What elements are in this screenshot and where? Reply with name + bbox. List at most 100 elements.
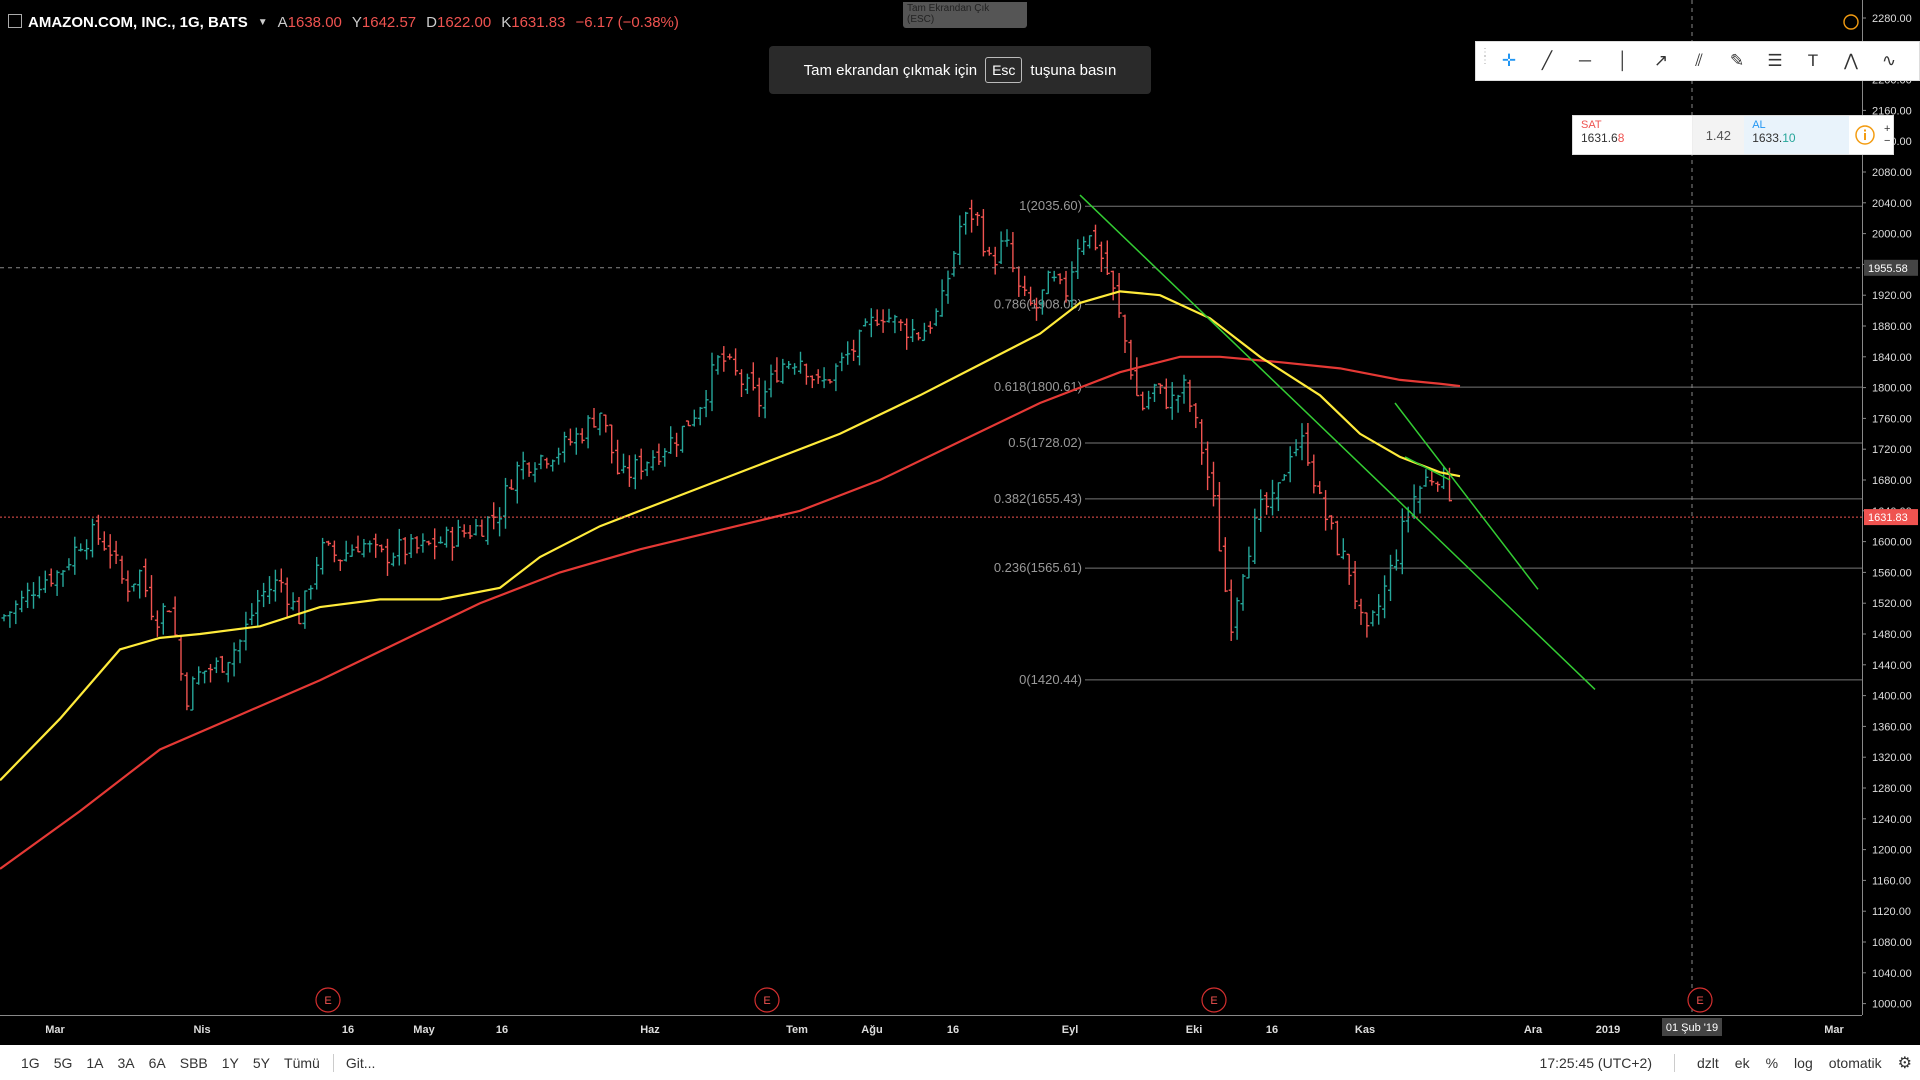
ohlc-bar <box>219 655 225 673</box>
earnings-marker <box>315 987 341 1013</box>
minus-icon[interactable]: − <box>1884 135 1891 147</box>
range-button[interactable]: 1Y <box>221 1054 239 1071</box>
symbol-title[interactable]: AMAZON.COM, INC., 1G, BATS <box>28 14 248 31</box>
ohlc-bar <box>42 570 48 593</box>
ohlc-bar <box>567 428 573 446</box>
buy-button[interactable]: AL 1633.10 <box>1744 116 1850 154</box>
price-tick-label: 1800.00 <box>1872 383 1912 395</box>
brush-icon[interactable]: ✎ <box>1729 51 1745 70</box>
price-tick-label: 1600.00 <box>1872 537 1912 549</box>
range-button[interactable]: 5G <box>53 1054 73 1071</box>
ohlc-bar <box>774 357 780 383</box>
ohlc-bar <box>709 352 715 412</box>
range-button[interactable]: 3A <box>117 1054 135 1071</box>
ohlc-bar <box>1287 446 1293 483</box>
ohlc-bar <box>1246 546 1252 579</box>
exit-fullscreen-hint[interactable]: Tam Ekrandan Çık (ESC) <box>903 2 1027 28</box>
low-value: 1622.00 <box>436 14 492 31</box>
ohlc-bar <box>302 590 308 629</box>
scale-option[interactable]: dzlt <box>1697 1054 1719 1071</box>
ohlc-bar <box>898 319 904 331</box>
range-button[interactable]: Tümü <box>284 1054 320 1071</box>
ohlc-bar <box>396 528 402 566</box>
ohlc-bar <box>780 358 786 384</box>
ohlc-bar <box>272 569 278 602</box>
range-button[interactable]: 5Y <box>252 1054 271 1071</box>
ohlc-bar <box>650 450 656 471</box>
chevron-down-icon[interactable]: ▼ <box>257 17 268 28</box>
ohlc-bar <box>969 199 975 233</box>
ohlc-bar <box>1228 579 1234 641</box>
price-tick-label: 1160.00 <box>1872 875 1911 887</box>
ohlc-bar <box>255 589 261 626</box>
ohlc-bar <box>668 426 674 454</box>
range-button[interactable]: 6A <box>148 1054 166 1071</box>
plus-icon[interactable]: + <box>1884 123 1891 135</box>
ray-icon[interactable]: ↗ <box>1653 51 1669 70</box>
ohlc-bar <box>66 558 72 571</box>
ohlc-bar <box>556 447 562 465</box>
ohlc-bar <box>615 439 621 475</box>
trend-line-icon[interactable]: ╱ <box>1541 51 1553 70</box>
vertical-line-icon[interactable]: │ <box>1617 51 1629 70</box>
ohlc-bar <box>231 642 237 677</box>
pattern-icon[interactable]: ⋀ <box>1844 51 1858 70</box>
ohlc-bar <box>1087 235 1093 249</box>
scale-option[interactable]: ek <box>1734 1054 1750 1071</box>
ohlc-bar <box>1270 479 1275 516</box>
ohlc-bar <box>691 409 697 427</box>
ohlc-bar <box>337 559 343 571</box>
earnings-marker-label: E <box>1210 995 1217 1007</box>
ohlc-bar <box>149 575 154 621</box>
ohlc-bar <box>638 448 644 480</box>
elliott-wave-icon[interactable]: ∿ <box>1881 51 1897 70</box>
scale-option[interactable]: otomatik <box>1828 1054 1882 1071</box>
ohlc-bar <box>957 215 963 265</box>
ohlc-bar <box>609 424 615 464</box>
earnings-marker-label: E <box>763 995 770 1007</box>
ohlc-bar <box>284 577 290 619</box>
range-button[interactable]: 1A <box>86 1054 104 1071</box>
ohlc-bar <box>355 535 361 553</box>
ohlc-bar <box>491 502 497 530</box>
time-tick-label: Nis <box>193 1024 210 1036</box>
fib-level-label: 0(1420.44) <box>1019 672 1082 687</box>
drag-handle-icon[interactable]: ⋮ ⋮ <box>1480 47 1490 66</box>
ohlc-bar <box>19 590 25 613</box>
last-price-badge <box>1864 509 1918 526</box>
fullscreen-toast: Tam ekrandan çıkmak için Esc tuşuna bası… <box>769 46 1151 94</box>
ohlc-bar <box>573 427 579 455</box>
ohlc-bar <box>479 519 485 537</box>
scale-option[interactable]: % <box>1765 1054 1779 1071</box>
crosshair-icon[interactable]: ✛ <box>1501 51 1517 70</box>
ohlc-bar <box>25 582 31 609</box>
info-icon[interactable] <box>1849 116 1881 154</box>
ohlc-bar <box>1004 229 1010 247</box>
text-icon[interactable]: T <box>1807 51 1819 70</box>
exit-fullscreen-line2: (ESC) <box>907 14 935 25</box>
ohlc-bar <box>1175 394 1181 413</box>
sell-button[interactable]: SAT 1631.68 <box>1573 116 1693 154</box>
horizontal-line-icon[interactable]: ─ <box>1578 51 1592 70</box>
parallel-channel-icon[interactable]: ⫽ <box>1695 51 1703 70</box>
ohlc-bar <box>166 610 172 613</box>
gear-icon[interactable]: ⚙ <box>1897 1054 1912 1072</box>
fib-retracement-icon[interactable]: ☰ <box>1767 51 1783 70</box>
range-button[interactable]: 1G <box>21 1054 40 1071</box>
ohlc-bar <box>1423 469 1429 487</box>
ohlc-bar <box>921 322 927 342</box>
price-tick-label: 1720.00 <box>1872 444 1912 456</box>
ohlc-bar <box>54 570 60 596</box>
scale-option[interactable]: log <box>1794 1054 1813 1071</box>
ohlc-bar <box>373 533 379 558</box>
fib-level-label: 0.5(1728.02) <box>1008 435 1082 450</box>
range-button[interactable]: SBB <box>179 1054 208 1071</box>
ohlc-bar <box>626 455 632 487</box>
earnings-marker-label: E <box>1696 995 1703 1007</box>
goto-button[interactable]: Git... <box>345 1054 376 1071</box>
ohlc-bar <box>975 211 980 226</box>
earnings-marker-label: E <box>324 995 331 1007</box>
layout-icon[interactable] <box>8 14 22 28</box>
open-label: A <box>277 14 288 31</box>
